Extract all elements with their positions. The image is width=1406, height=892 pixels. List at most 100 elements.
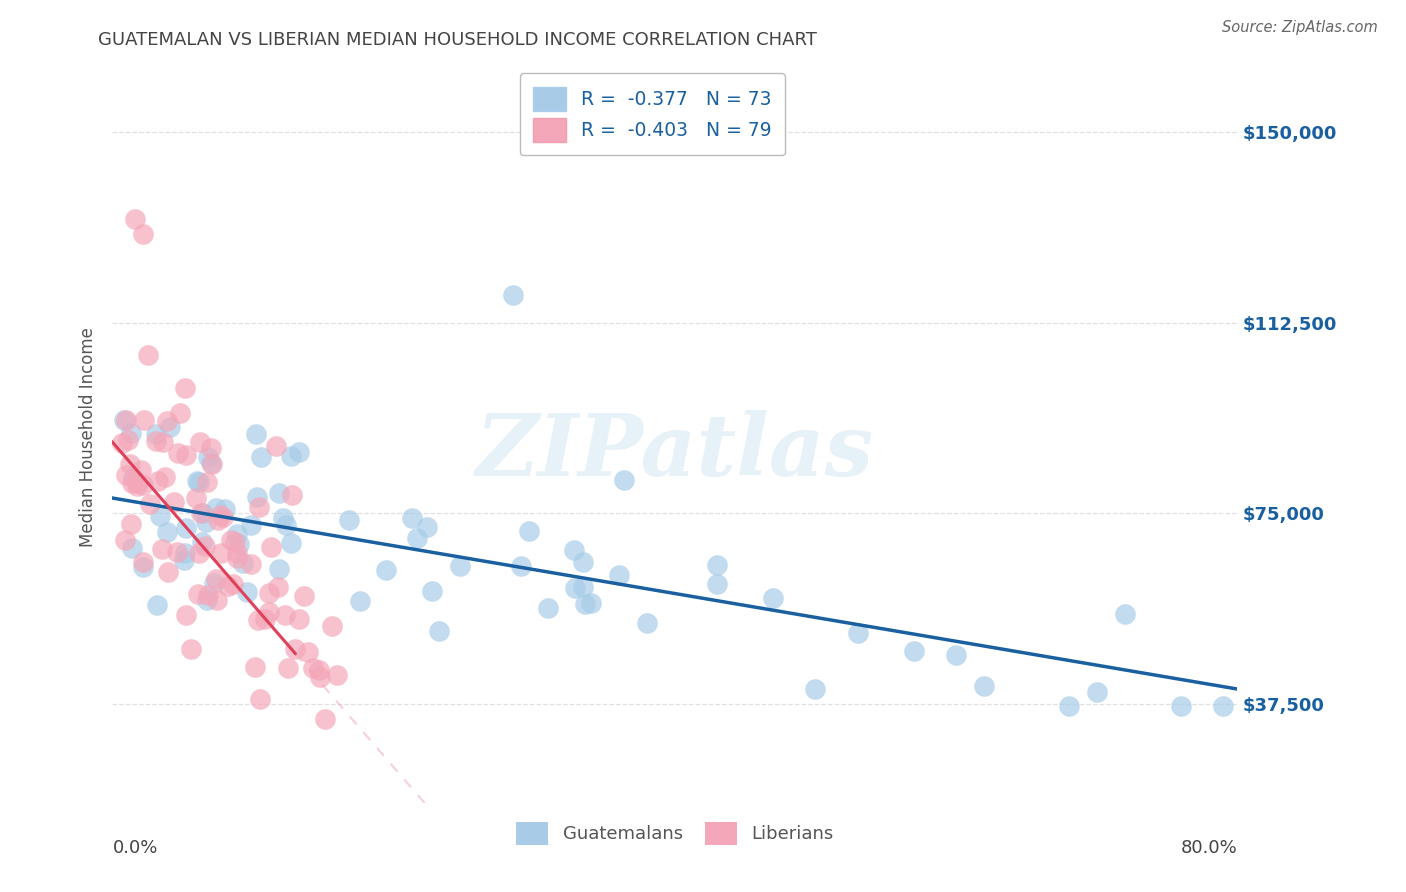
Point [145, 434, 167, 449]
Point [1170, 699, 1192, 714]
Point [197, 587, 219, 601]
Legend: Guatemalans, Liberians: Guatemalans, Liberians [509, 814, 841, 852]
Point [249, 450, 271, 464]
Point [132, 227, 155, 241]
Point [240, 517, 263, 532]
Point [205, 593, 228, 607]
Point [339, 513, 361, 527]
Point [762, 591, 785, 606]
Point [314, 712, 336, 726]
Point [449, 558, 471, 573]
Point [125, 475, 148, 490]
Point [205, 500, 228, 515]
Point [163, 495, 186, 509]
Point [120, 425, 142, 440]
Point [152, 434, 174, 449]
Point [276, 517, 298, 532]
Point [193, 506, 215, 520]
Point [420, 583, 443, 598]
Point [122, 470, 145, 484]
Point [510, 559, 533, 574]
Point [562, 543, 585, 558]
Point [277, 661, 299, 675]
Point [222, 577, 245, 591]
Point [125, 479, 148, 493]
Point [173, 381, 195, 395]
Point [225, 546, 247, 560]
Point [945, 648, 967, 662]
Point [166, 544, 188, 558]
Point [129, 463, 152, 477]
Point [211, 509, 233, 524]
Point [280, 449, 302, 463]
Point [257, 605, 280, 619]
Point [235, 585, 257, 599]
Point [574, 597, 596, 611]
Point [112, 413, 135, 427]
Point [308, 663, 330, 677]
Point [124, 211, 146, 226]
Point [156, 524, 179, 539]
Point [579, 596, 602, 610]
Point [249, 692, 271, 706]
Point [607, 567, 630, 582]
Point [200, 441, 222, 455]
Point [169, 406, 191, 420]
Point [269, 561, 291, 575]
Point [228, 537, 250, 551]
Point [146, 598, 169, 612]
Point [190, 435, 212, 450]
Point [150, 541, 173, 556]
Point [194, 539, 217, 553]
Point [209, 546, 232, 560]
Point [156, 565, 179, 579]
Point [180, 642, 202, 657]
Point [214, 501, 236, 516]
Point [115, 468, 138, 483]
Point [139, 497, 162, 511]
Point [121, 541, 143, 555]
Point [111, 436, 134, 450]
Point [117, 433, 139, 447]
Point [217, 579, 239, 593]
Point [1085, 685, 1108, 699]
Point [297, 645, 319, 659]
Point [271, 511, 294, 525]
Point [118, 457, 141, 471]
Point [226, 526, 249, 541]
Point [374, 564, 396, 578]
Point [240, 557, 263, 571]
Point [517, 524, 540, 539]
Point [167, 445, 190, 459]
Point [281, 487, 304, 501]
Point [247, 500, 270, 514]
Point [349, 594, 371, 608]
Point [401, 511, 423, 525]
Point [232, 556, 254, 570]
Point [284, 641, 307, 656]
Point [903, 644, 925, 658]
Point [224, 535, 246, 549]
Point [846, 625, 869, 640]
Point [613, 473, 636, 487]
Point [973, 679, 995, 693]
Point [120, 516, 142, 531]
Point [572, 580, 595, 594]
Y-axis label: Median Household Income: Median Household Income [79, 327, 97, 547]
Point [1057, 699, 1080, 714]
Text: 0.0%: 0.0% [112, 839, 157, 857]
Point [121, 476, 143, 491]
Point [184, 491, 207, 505]
Text: 80.0%: 80.0% [1181, 839, 1237, 857]
Point [138, 349, 160, 363]
Point [264, 439, 287, 453]
Point [187, 546, 209, 560]
Point [267, 580, 290, 594]
Point [132, 559, 155, 574]
Point [804, 681, 827, 696]
Point [537, 601, 560, 615]
Point [427, 624, 450, 639]
Point [260, 541, 283, 555]
Point [253, 612, 276, 626]
Point [257, 586, 280, 600]
